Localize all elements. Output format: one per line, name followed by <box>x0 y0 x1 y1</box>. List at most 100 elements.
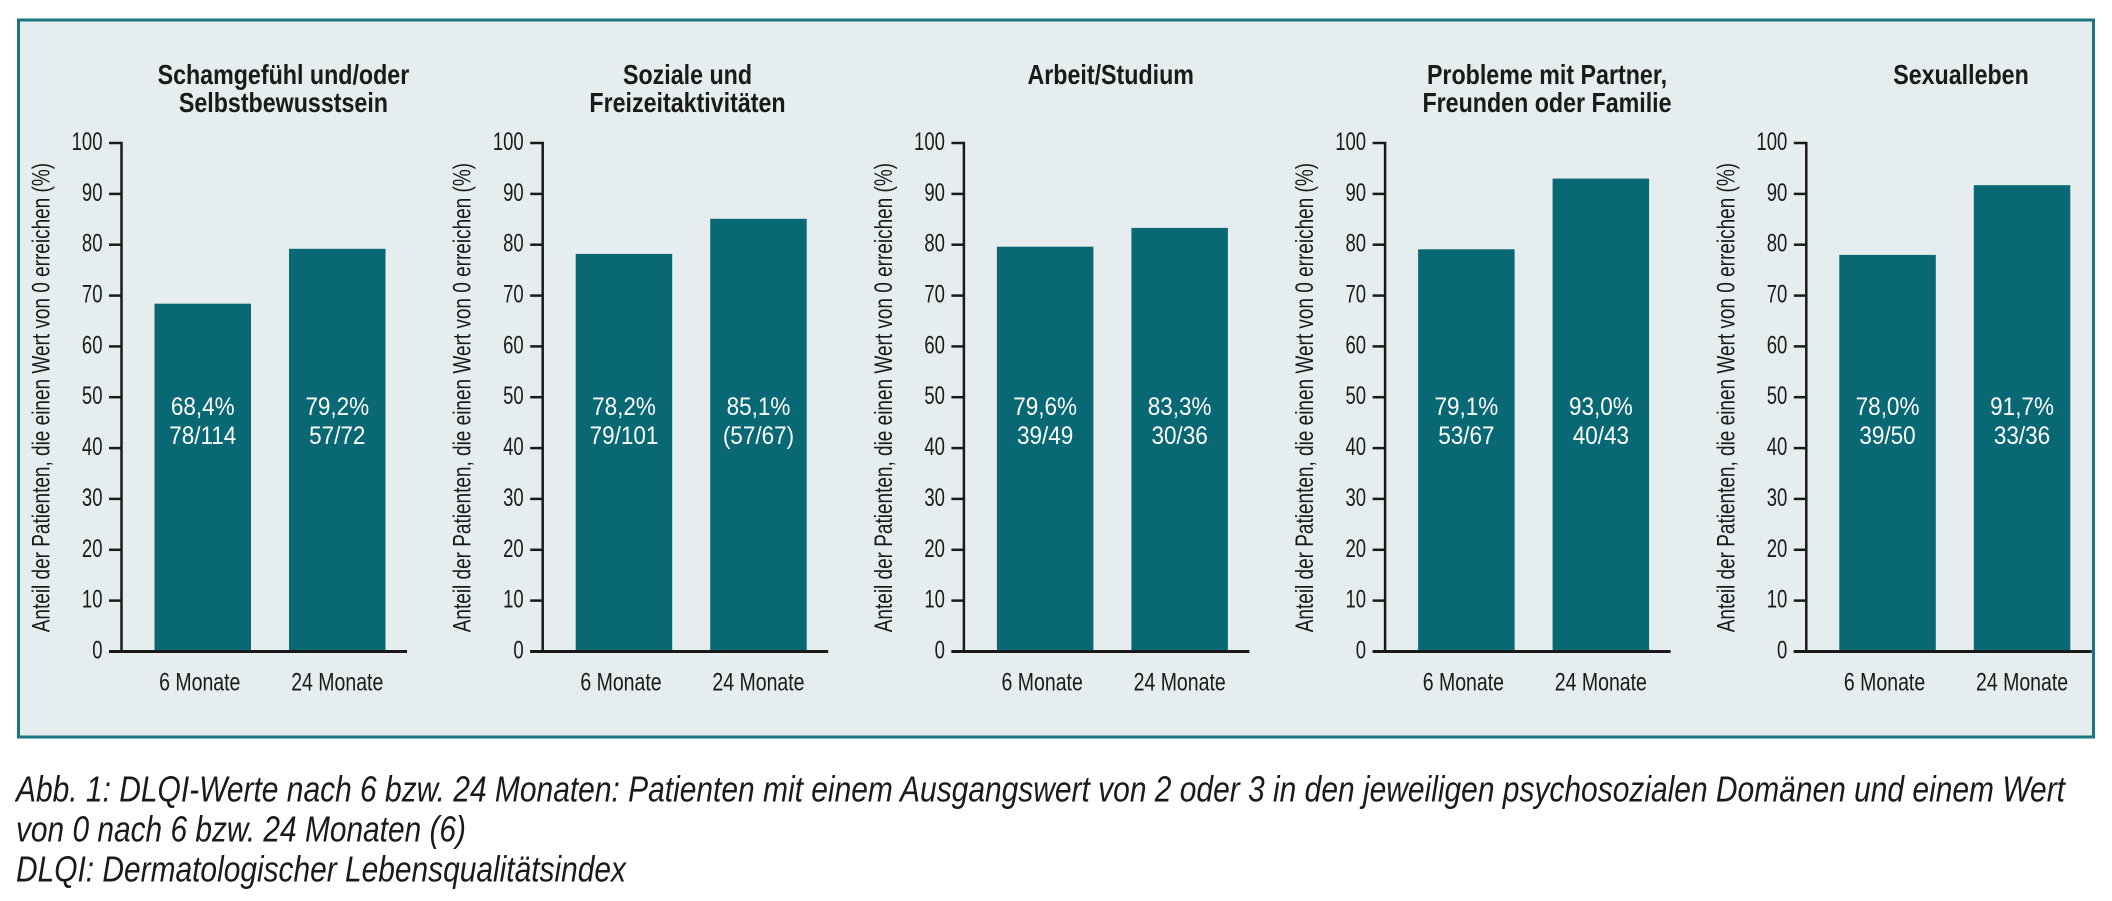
svg-text:30: 30 <box>503 483 524 511</box>
svg-text:40/43: 40/43 <box>1573 422 1629 450</box>
svg-text:80: 80 <box>82 229 103 257</box>
svg-text:Anteil der Patienten, die eine: Anteil der Patienten, die einen Wert von… <box>1291 163 1319 632</box>
svg-text:DLQI: Dermatologischer Lebensq: DLQI: Dermatologischer Lebensqualitätsin… <box>16 849 628 890</box>
svg-text:30: 30 <box>1346 483 1367 511</box>
svg-text:79/101: 79/101 <box>590 422 659 450</box>
svg-text:60: 60 <box>82 331 103 359</box>
svg-text:91,7%: 91,7% <box>1990 393 2054 421</box>
svg-text:von 0 nach 6 bzw. 24 Monaten (: von 0 nach 6 bzw. 24 Monaten (6) <box>16 809 466 850</box>
svg-text:10: 10 <box>82 585 103 613</box>
svg-text:Probleme mit Partner,: Probleme mit Partner, <box>1427 60 1667 90</box>
svg-text:10: 10 <box>503 585 524 613</box>
svg-text:30: 30 <box>924 483 945 511</box>
svg-text:Anteil der Patienten, die eine: Anteil der Patienten, die einen Wert von… <box>27 163 55 632</box>
svg-text:24 Monate: 24 Monate <box>1134 668 1226 696</box>
svg-text:Soziale und: Soziale und <box>623 60 752 90</box>
svg-text:Freunden oder Familie: Freunden oder Familie <box>1422 88 1671 118</box>
svg-text:78/114: 78/114 <box>169 422 236 450</box>
svg-text:79,6%: 79,6% <box>1013 393 1077 421</box>
svg-text:100: 100 <box>493 127 524 155</box>
svg-text:10: 10 <box>924 585 945 613</box>
svg-text:90: 90 <box>503 178 524 206</box>
svg-text:40: 40 <box>924 432 945 460</box>
svg-text:24 Monate: 24 Monate <box>1555 668 1647 696</box>
svg-text:6 Monate: 6 Monate <box>580 668 661 696</box>
svg-text:70: 70 <box>503 280 524 308</box>
svg-text:50: 50 <box>924 381 945 409</box>
svg-text:Selbstbewusstsein: Selbstbewusstsein <box>179 88 388 118</box>
svg-text:79,1%: 79,1% <box>1434 393 1498 421</box>
svg-text:30: 30 <box>1767 483 1788 511</box>
svg-text:6 Monate: 6 Monate <box>1844 668 1925 696</box>
svg-text:53/67: 53/67 <box>1438 422 1494 450</box>
svg-text:100: 100 <box>914 127 945 155</box>
svg-text:100: 100 <box>1335 127 1366 155</box>
svg-text:90: 90 <box>82 178 103 206</box>
svg-text:Freizeitaktivitäten: Freizeitaktivitäten <box>589 88 785 118</box>
svg-text:100: 100 <box>72 127 103 155</box>
svg-text:85,1%: 85,1% <box>727 393 791 421</box>
svg-text:40: 40 <box>503 432 524 460</box>
svg-text:(57/67): (57/67) <box>723 422 794 450</box>
svg-text:39/49: 39/49 <box>1017 422 1073 450</box>
svg-text:10: 10 <box>1767 585 1788 613</box>
svg-text:60: 60 <box>1767 331 1788 359</box>
svg-text:83,3%: 83,3% <box>1148 393 1212 421</box>
svg-text:60: 60 <box>503 331 524 359</box>
svg-text:Anteil der Patienten, die eine: Anteil der Patienten, die einen Wert von… <box>1712 163 1740 632</box>
svg-text:40: 40 <box>82 432 103 460</box>
svg-text:80: 80 <box>924 229 945 257</box>
svg-text:Anteil der Patienten, die eine: Anteil der Patienten, die einen Wert von… <box>869 163 897 632</box>
svg-text:20: 20 <box>1767 534 1788 562</box>
svg-text:50: 50 <box>503 381 524 409</box>
svg-text:Abb. 1: DLQI-Werte nach 6 bzw.: Abb. 1: DLQI-Werte nach 6 bzw. 24 Monate… <box>14 769 2066 810</box>
svg-text:80: 80 <box>1346 229 1367 257</box>
svg-text:60: 60 <box>924 331 945 359</box>
svg-text:40: 40 <box>1767 432 1788 460</box>
svg-text:20: 20 <box>503 534 524 562</box>
svg-text:0: 0 <box>1356 636 1366 664</box>
svg-text:70: 70 <box>924 280 945 308</box>
svg-text:24 Monate: 24 Monate <box>1976 668 2068 696</box>
svg-text:50: 50 <box>82 381 103 409</box>
svg-text:24 Monate: 24 Monate <box>712 668 804 696</box>
svg-text:78,0%: 78,0% <box>1856 393 1920 421</box>
svg-text:70: 70 <box>1346 280 1367 308</box>
svg-text:100: 100 <box>1756 127 1787 155</box>
svg-text:Arbeit/Studium: Arbeit/Studium <box>1027 60 1193 90</box>
svg-text:78,2%: 78,2% <box>592 393 656 421</box>
svg-text:Anteil der Patienten, die eine: Anteil der Patienten, die einen Wert von… <box>448 163 476 632</box>
svg-text:93,0%: 93,0% <box>1569 393 1633 421</box>
svg-text:20: 20 <box>924 534 945 562</box>
svg-text:30/36: 30/36 <box>1152 422 1208 450</box>
svg-text:39/50: 39/50 <box>1859 422 1915 450</box>
svg-text:40: 40 <box>1346 432 1367 460</box>
svg-text:60: 60 <box>1346 331 1367 359</box>
svg-text:80: 80 <box>503 229 524 257</box>
svg-text:Schamgefühl und/oder: Schamgefühl und/oder <box>158 60 410 90</box>
svg-text:90: 90 <box>924 178 945 206</box>
svg-text:0: 0 <box>92 636 102 664</box>
svg-text:90: 90 <box>1767 178 1788 206</box>
svg-text:20: 20 <box>82 534 103 562</box>
svg-text:80: 80 <box>1767 229 1788 257</box>
svg-text:0: 0 <box>935 636 945 664</box>
svg-text:30: 30 <box>82 483 103 511</box>
svg-text:20: 20 <box>1346 534 1367 562</box>
svg-text:0: 0 <box>1777 636 1787 664</box>
svg-text:90: 90 <box>1346 178 1367 206</box>
svg-text:33/36: 33/36 <box>1994 422 2050 450</box>
svg-text:50: 50 <box>1767 381 1788 409</box>
svg-text:79,2%: 79,2% <box>305 393 369 421</box>
svg-text:6 Monate: 6 Monate <box>159 668 240 696</box>
svg-text:24 Monate: 24 Monate <box>291 668 383 696</box>
svg-text:6 Monate: 6 Monate <box>1002 668 1083 696</box>
svg-text:10: 10 <box>1346 585 1367 613</box>
svg-text:6 Monate: 6 Monate <box>1423 668 1504 696</box>
svg-text:68,4%: 68,4% <box>171 393 235 421</box>
svg-text:Sexualleben: Sexualleben <box>1893 60 2029 90</box>
svg-text:57/72: 57/72 <box>309 422 365 450</box>
svg-text:0: 0 <box>513 636 523 664</box>
svg-text:70: 70 <box>1767 280 1788 308</box>
svg-text:50: 50 <box>1346 381 1367 409</box>
